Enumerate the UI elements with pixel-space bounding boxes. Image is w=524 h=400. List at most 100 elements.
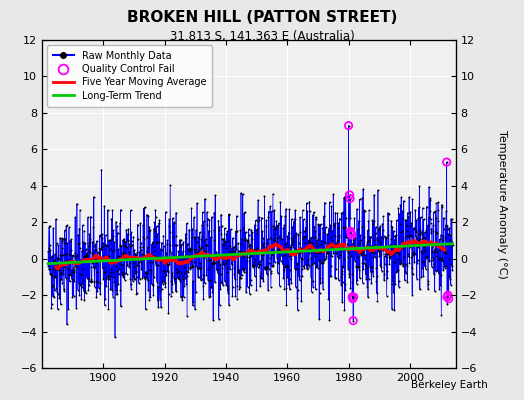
Point <box>68 267 76 273</box>
Point <box>336 252 344 258</box>
Point <box>387 223 396 230</box>
Point <box>332 240 341 247</box>
Point <box>163 268 172 274</box>
Point <box>336 248 345 254</box>
Point <box>180 256 188 262</box>
Point <box>116 286 125 293</box>
Point <box>210 209 219 216</box>
Point <box>275 220 283 226</box>
Point <box>72 304 80 311</box>
Point <box>256 258 264 264</box>
Point <box>58 279 67 286</box>
Point <box>107 248 116 254</box>
Point <box>181 275 189 281</box>
Point <box>194 274 203 280</box>
Point <box>446 244 455 250</box>
Point <box>193 200 201 206</box>
Point <box>301 240 309 246</box>
Point <box>113 230 122 236</box>
Point <box>135 248 144 255</box>
Point <box>145 267 153 273</box>
Point <box>78 257 86 264</box>
Point <box>101 269 110 275</box>
Point <box>202 236 210 243</box>
Point <box>313 237 321 244</box>
Point <box>324 227 333 233</box>
Point <box>433 253 442 259</box>
Point <box>442 159 451 165</box>
Point <box>146 270 155 276</box>
Point <box>134 221 142 228</box>
Point <box>150 219 159 225</box>
Point <box>100 263 108 270</box>
Point <box>202 272 211 278</box>
Point <box>281 241 289 248</box>
Point <box>153 230 161 237</box>
Point <box>109 269 117 275</box>
Point <box>191 236 200 242</box>
Point <box>73 263 81 270</box>
Point <box>420 248 429 254</box>
Point <box>366 245 375 251</box>
Point <box>224 283 233 289</box>
Point <box>236 274 245 281</box>
Point <box>407 232 415 238</box>
Point <box>395 210 403 217</box>
Point <box>86 239 95 245</box>
Point <box>389 251 397 258</box>
Point <box>207 284 215 290</box>
Point <box>256 275 265 281</box>
Point <box>92 268 101 275</box>
Point <box>429 255 437 261</box>
Point <box>283 244 292 251</box>
Point <box>162 260 171 267</box>
Point <box>291 207 299 214</box>
Point <box>381 245 389 251</box>
Point <box>229 248 237 255</box>
Point <box>396 261 404 268</box>
Point <box>244 237 253 244</box>
Point <box>66 278 74 285</box>
Point <box>47 254 56 260</box>
Point <box>363 265 371 272</box>
Point <box>317 240 325 247</box>
Point <box>300 265 309 271</box>
Point <box>252 217 260 224</box>
Point <box>225 255 234 261</box>
Point <box>84 243 93 249</box>
Point <box>101 242 109 248</box>
Point <box>45 224 53 230</box>
Point <box>158 268 167 274</box>
Point <box>137 240 145 246</box>
Point <box>238 191 247 198</box>
Point <box>318 225 326 232</box>
Point <box>110 274 118 280</box>
Point <box>405 234 413 241</box>
Point <box>136 259 145 265</box>
Point <box>89 238 97 245</box>
Point <box>296 214 304 220</box>
Point <box>265 208 273 215</box>
Point <box>72 258 81 264</box>
Point <box>380 271 388 278</box>
Point <box>388 306 396 313</box>
Point <box>167 250 176 256</box>
Point <box>253 249 261 256</box>
Point <box>267 208 276 215</box>
Point <box>376 262 385 268</box>
Point <box>239 225 247 231</box>
Point <box>310 223 319 230</box>
Point <box>363 284 372 290</box>
Point <box>58 237 67 244</box>
Point <box>261 266 270 272</box>
Point <box>111 263 119 270</box>
Point <box>297 255 305 261</box>
Point <box>66 251 74 258</box>
Point <box>387 218 396 224</box>
Point <box>172 288 181 294</box>
Point <box>119 237 127 243</box>
Point <box>198 244 206 250</box>
Point <box>203 222 212 228</box>
Point <box>401 261 410 267</box>
Point <box>183 313 191 319</box>
